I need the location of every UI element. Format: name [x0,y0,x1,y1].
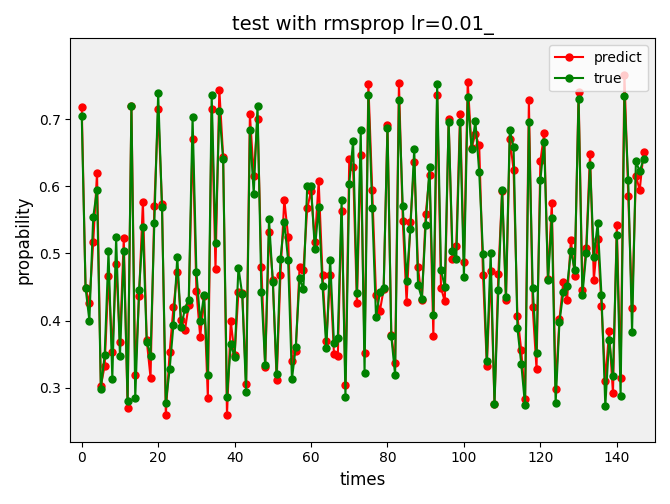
Line: true: true [78,81,647,410]
predict [620,72,628,78]
true [345,180,353,186]
true [185,297,193,303]
predict [349,164,357,170]
predict [223,412,231,418]
true [116,353,124,359]
true [639,156,647,162]
Y-axis label: propability: propability [15,196,33,284]
true [78,113,86,119]
predict [639,149,647,155]
predict [425,172,433,178]
Line: predict: predict [78,71,647,419]
predict [360,350,369,356]
predict [116,339,124,345]
true [421,222,429,228]
true [356,128,364,134]
Title: test with rmsprop lr=0.01_: test with rmsprop lr=0.01_ [232,15,494,35]
true [479,251,487,257]
predict [78,104,86,110]
true [601,403,609,409]
predict [479,272,487,278]
true [433,81,441,87]
predict [185,301,193,307]
X-axis label: times: times [340,471,386,489]
Legend: predict, true: predict, true [549,45,648,91]
